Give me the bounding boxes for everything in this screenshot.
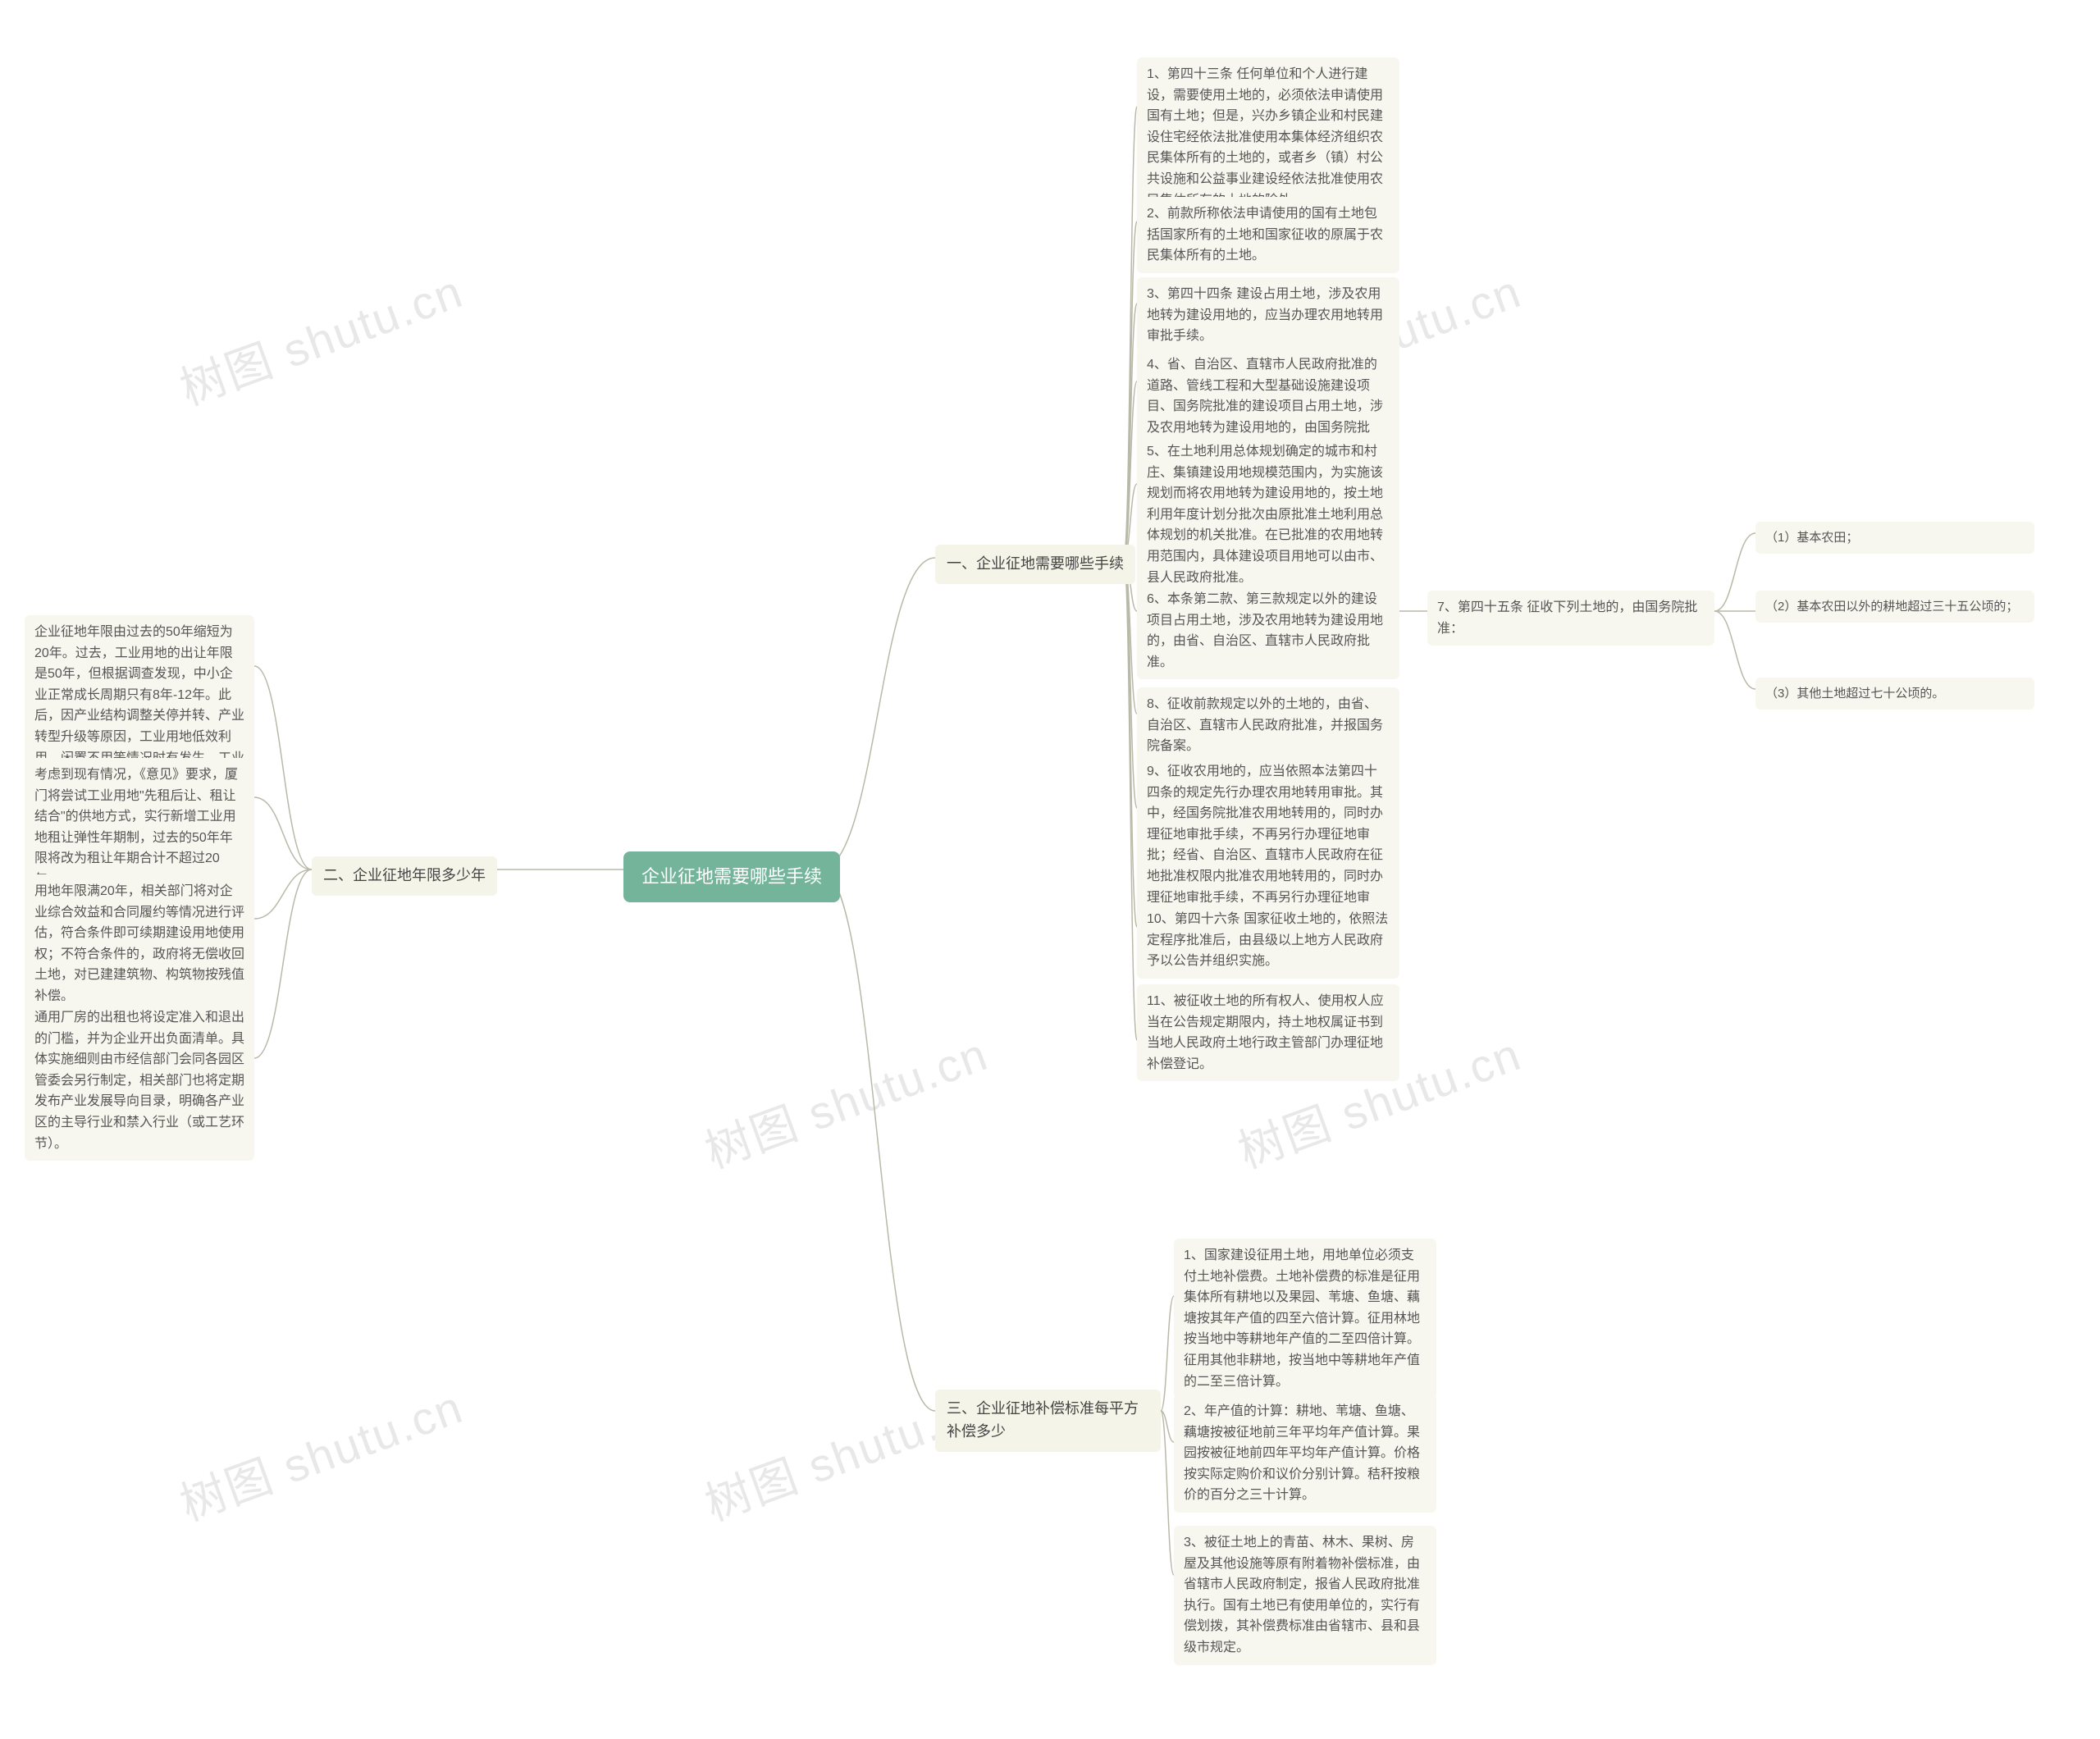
b1-item-5[interactable]: 5、在土地利用总体规划确定的城市和村庄、集镇建设用地规模范围内，为实施该规划而将…: [1137, 435, 1399, 595]
b1-item-6[interactable]: 6、本条第二款、第三款规定以外的建设项目占用土地，涉及农用地转为建设用地的，由省…: [1137, 582, 1399, 679]
b1-item-2[interactable]: 2、前款所称依法申请使用的国有土地包括国家所有的土地和国家征收的原属于农民集体所…: [1137, 197, 1399, 273]
watermark: 树图 shutu.cn: [170, 255, 471, 419]
b1-item-7-sub-3[interactable]: （3）其他土地超过七十公顷的。: [1755, 678, 2034, 710]
b1-item-7-sub-2[interactable]: （2）基本农田以外的耕地超过三十五公顷的；: [1755, 591, 2034, 623]
branch-1[interactable]: 一、企业征地需要哪些手续: [935, 545, 1135, 584]
root-node[interactable]: 企业征地需要哪些手续: [623, 851, 840, 902]
branch-3[interactable]: 三、企业征地补偿标准每平方补偿多少: [935, 1390, 1161, 1452]
b3-item-1[interactable]: 1、国家建设征用土地，用地单位必须支付土地补偿费。土地补偿费的标准是征用集体所有…: [1174, 1239, 1436, 1399]
b1-item-11[interactable]: 11、被征收土地的所有权人、使用权人应当在公告规定期限内，持土地权属证书到当地人…: [1137, 984, 1399, 1081]
b1-item-8[interactable]: 8、征收前款规定以外的土地的，由省、自治区、直辖市人民政府批准，并报国务院备案。: [1137, 687, 1399, 764]
branch-2[interactable]: 二、企业征地年限多少年: [312, 856, 497, 896]
b1-item-7[interactable]: 7、第四十五条 征收下列土地的，由国务院批准：: [1427, 591, 1714, 646]
b1-item-3[interactable]: 3、第四十四条 建设占用土地，涉及农用地转为建设用地的，应当办理农用地转用审批手…: [1137, 277, 1399, 354]
b2-item-4[interactable]: 通用厂房的出租也将设定准入和退出的门槛，并为企业开出负面清单。具体实施细则由市经…: [25, 1001, 254, 1161]
b1-item-7-sub-1[interactable]: （1）基本农田；: [1755, 522, 2034, 554]
watermark: 树图 shutu.cn: [695, 1018, 996, 1182]
b2-item-3[interactable]: 用地年限满20年，相关部门将对企业综合效益和合同履约等情况进行评估，符合条件即可…: [25, 874, 254, 1014]
b3-item-3[interactable]: 3、被征土地上的青苗、林木、果树、房屋及其他设施等原有附着物补偿标准，由省辖市人…: [1174, 1526, 1436, 1665]
b1-item-10[interactable]: 10、第四十六条 国家征收土地的，依照法定程序批准后，由县级以上地方人民政府予以…: [1137, 902, 1399, 979]
b1-item-1[interactable]: 1、第四十三条 任何单位和个人进行建设，需要使用土地的，必须依法申请使用国有土地…: [1137, 57, 1399, 217]
b3-item-2[interactable]: 2、年产值的计算：耕地、苇塘、鱼塘、藕塘按被征地前三年平均年产值计算。果园按被征…: [1174, 1394, 1436, 1513]
watermark: 树图 shutu.cn: [170, 1371, 471, 1535]
